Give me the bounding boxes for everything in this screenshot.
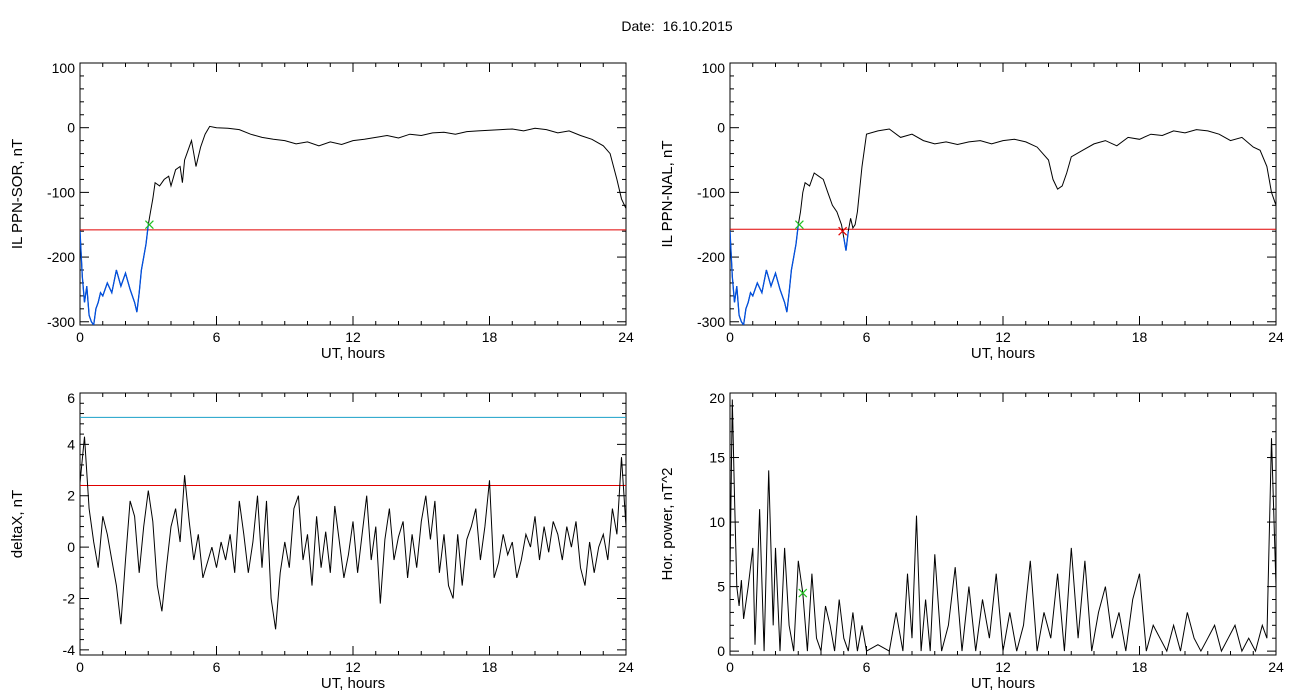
marker bbox=[838, 226, 848, 236]
chart-deltax: 0 6 12 18 24 6 4 2 0 -2 -4 UT, hours deltaX, nT bbox=[9, 390, 634, 692]
y-axis-label: IL PPN-NAL, nT bbox=[659, 141, 676, 248]
series-line bbox=[80, 125, 626, 325]
y-tick-label: -2 bbox=[63, 590, 76, 606]
y-tick-label: -300 bbox=[697, 314, 725, 330]
x-tick-label: 24 bbox=[618, 329, 634, 345]
x-axis-label: UT, hours bbox=[321, 345, 385, 362]
highlight-segment bbox=[80, 224, 149, 325]
y-tick-label: 0 bbox=[67, 539, 75, 555]
y-tick-label: -200 bbox=[697, 249, 725, 265]
y-tick-label: 15 bbox=[709, 450, 725, 466]
series-line bbox=[730, 128, 1276, 325]
y-tick-label: 5 bbox=[717, 579, 725, 595]
x-tick-label: 6 bbox=[213, 329, 221, 345]
x-tick-label: 18 bbox=[1132, 659, 1148, 675]
marker bbox=[144, 220, 154, 230]
y-tick-label: 2 bbox=[67, 488, 75, 504]
chart-nal: 0 6 12 18 24 100 0 -100 -200 -300 UT, hours IL PPN-… bbox=[659, 60, 1284, 362]
x-tick-label: 0 bbox=[76, 659, 84, 675]
highlight-segment bbox=[730, 224, 799, 325]
plot-frame bbox=[729, 62, 1277, 326]
page-title: Date: 16.10.2015 bbox=[621, 18, 733, 34]
y-tick-label: -100 bbox=[697, 184, 725, 200]
y-tick-label: -4 bbox=[63, 642, 76, 658]
chart-power: 0 6 12 18 24 20 15 10 5 0 UT, hours Hor. power, nT^… bbox=[659, 390, 1284, 692]
x-axis-label: UT, hours bbox=[321, 675, 385, 692]
x-axis-label: UT, hours bbox=[971, 345, 1035, 362]
chart-sor: 0 6 12 18 24 100 0 -100 -200 -300 UT, hours IL PPN-… bbox=[9, 60, 634, 362]
y-tick-label: 10 bbox=[709, 514, 725, 530]
y-tick-label: 0 bbox=[717, 120, 725, 136]
y-axis-label: Hor. power, nT^2 bbox=[659, 468, 676, 581]
x-tick-label: 12 bbox=[995, 659, 1011, 675]
plot-frame bbox=[729, 392, 1277, 656]
y-tick-label: -200 bbox=[47, 249, 75, 265]
plot-area bbox=[730, 399, 1276, 653]
y-tick-label: -300 bbox=[47, 314, 75, 330]
marker bbox=[794, 220, 804, 230]
x-tick-label: 6 bbox=[213, 659, 221, 675]
y-tick-label: 0 bbox=[67, 120, 75, 136]
x-tick-label: 12 bbox=[345, 659, 361, 675]
y-tick-label: 100 bbox=[52, 60, 76, 76]
x-tick-label: 6 bbox=[863, 659, 871, 675]
plot-frame bbox=[79, 62, 627, 326]
y-tick-label: 6 bbox=[67, 390, 75, 406]
x-tick-label: 12 bbox=[345, 329, 361, 345]
x-tick-label: 0 bbox=[726, 659, 734, 675]
y-tick-label: 100 bbox=[702, 60, 726, 76]
marker bbox=[798, 588, 808, 598]
x-tick-label: 18 bbox=[482, 659, 498, 675]
x-tick-label: 24 bbox=[618, 659, 634, 675]
x-tick-label: 0 bbox=[76, 329, 84, 345]
y-tick-label: 0 bbox=[717, 643, 725, 659]
x-axis-label: UT, hours bbox=[971, 675, 1035, 692]
x-tick-label: 6 bbox=[863, 329, 871, 345]
x-tick-label: 18 bbox=[1132, 329, 1148, 345]
x-tick-label: 0 bbox=[726, 329, 734, 345]
plot-area bbox=[730, 128, 1276, 325]
plot-area bbox=[80, 125, 626, 325]
y-tick-label: 4 bbox=[67, 436, 75, 452]
x-tick-label: 18 bbox=[482, 329, 498, 345]
y-tick-label: 20 bbox=[709, 390, 725, 406]
x-tick-label: 24 bbox=[1268, 659, 1284, 675]
y-axis-label: deltaX, nT bbox=[9, 490, 26, 558]
y-tick-label: -100 bbox=[47, 184, 75, 200]
series-line bbox=[730, 399, 1276, 653]
plot-area bbox=[80, 416, 626, 630]
highlight-segment bbox=[843, 231, 849, 251]
x-tick-label: 24 bbox=[1268, 329, 1284, 345]
y-axis-label: IL PPN-SOR, nT bbox=[9, 139, 26, 249]
x-tick-label: 12 bbox=[995, 329, 1011, 345]
series-line bbox=[80, 436, 626, 630]
